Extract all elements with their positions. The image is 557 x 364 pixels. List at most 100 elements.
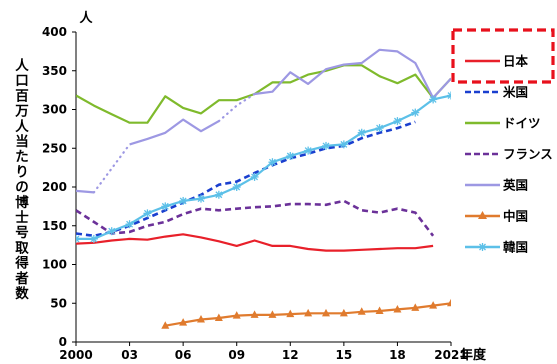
y-tick-label: 350 [42,64,67,78]
y-axis-title-char: 得 [14,255,29,272]
x-tick-label: 06 [175,348,192,362]
y-axis-title-char: 数 [15,285,29,302]
y-ticks: 0 50 100 150 200 250 300 350 400 [42,25,76,349]
series-6-point [197,194,205,203]
y-tick-label: 250 [42,141,67,155]
y-axis-title-char: の [15,180,29,196]
y-tick-label: 100 [42,258,67,272]
legend-item: 日本 [451,28,555,84]
series-6-point [89,234,98,243]
y-axis-title-char: 取 [15,240,29,256]
x-tick-label: 18 [389,348,406,362]
x-tick-label: 2021 [434,348,467,362]
series-5-point [411,303,420,311]
y-axis-title-char: 当 [15,133,29,150]
x-tick-label: 12 [282,348,299,362]
series-5-point [357,307,366,315]
series-5-point [322,308,330,317]
series-3-line [76,199,435,237]
series-5-point [447,298,451,307]
y-tick-label: 300 [42,103,67,117]
series-5-point [375,306,384,314]
series-6-point [268,158,277,167]
series-5-point [286,309,295,318]
series-5-point [232,311,241,319]
y-tick-label: 200 [42,180,67,194]
series-5-point [393,304,402,313]
series-6-point [125,220,134,229]
series-6-point [107,227,116,236]
series-5-point [161,321,170,329]
series-6-point [411,108,420,117]
y-tick-label: 400 [42,25,67,39]
legend-label: フランス [503,147,553,162]
series-5-point [214,313,223,321]
series-6-point [76,234,80,243]
series-5-point [179,318,188,326]
series-0-line [76,233,434,252]
legend-item: 中国 [465,209,528,224]
legend-item: フランス [465,147,553,162]
x-tick-label: 09 [228,348,245,362]
x-tick-label: 15 [336,348,353,362]
y-axis-title-char: 口 [15,73,29,89]
y-axis-title-char: 号 [15,225,29,241]
y-tick-label: 150 [42,219,67,233]
legend-label: ドイツ [503,116,541,131]
x-unit-label: 年度 [460,347,487,363]
y-axis-title-char: た [15,149,29,165]
series-6-point [375,124,384,133]
legend-label: 米国 [502,85,528,100]
series-5-point [304,308,313,317]
series-6-point [143,209,152,218]
y-axis-title-char: 博 [15,194,29,211]
legend-item: 英国 [465,178,528,193]
legend-label: 英国 [503,178,528,193]
y-axis-title-char: 士 [15,209,29,226]
y-axis-title-char: 人 [15,58,29,74]
series-5-point [429,301,438,309]
series-5-point [197,315,205,323]
y-tick-label: 0 [59,335,67,349]
series-5-point [268,310,277,318]
series-5-point [250,310,259,318]
series-6-point [214,190,223,199]
series-6-point [161,202,170,211]
series-6-point [429,95,438,104]
y-unit-label: 人 [79,10,93,26]
highlight-box [451,28,555,84]
legend-item: 韓国 [465,240,528,255]
x-tick-label: 03 [121,348,138,362]
series-6-line [76,94,451,240]
series-6-point [339,140,348,149]
y-axis-title-char: 者 [15,271,29,287]
y-axis-title-char: 万 [14,104,29,120]
series-4-line [76,48,451,194]
legend-label: 中国 [503,209,528,224]
legend-item: 米国 [465,85,528,100]
series-6-point [179,196,188,205]
series-6-point [393,117,402,126]
series-6-point [304,146,313,155]
series-2-line [76,64,451,124]
series-6-point [250,172,259,181]
legend-label: 韓国 [503,240,528,255]
y-axis-title-char: 人 [15,119,29,135]
x-ticks: 2000 03 06 09 12 15 18 2021 [59,342,468,362]
series-6-point [232,183,241,191]
x-tick-label: 2000 [59,348,92,362]
series-1-line [76,120,416,238]
series-5-point [339,308,348,317]
series-layer [76,48,451,329]
legend-label: 日本 [503,54,529,69]
series-6-point [322,141,330,150]
series-6-point [286,152,295,160]
y-tick-label: 50 [50,296,67,310]
legend-item: ドイツ [465,116,541,131]
series-6-point [357,128,366,137]
y-axis-title-char: り [15,164,29,180]
y-axis-title-char: 百 [15,88,29,104]
